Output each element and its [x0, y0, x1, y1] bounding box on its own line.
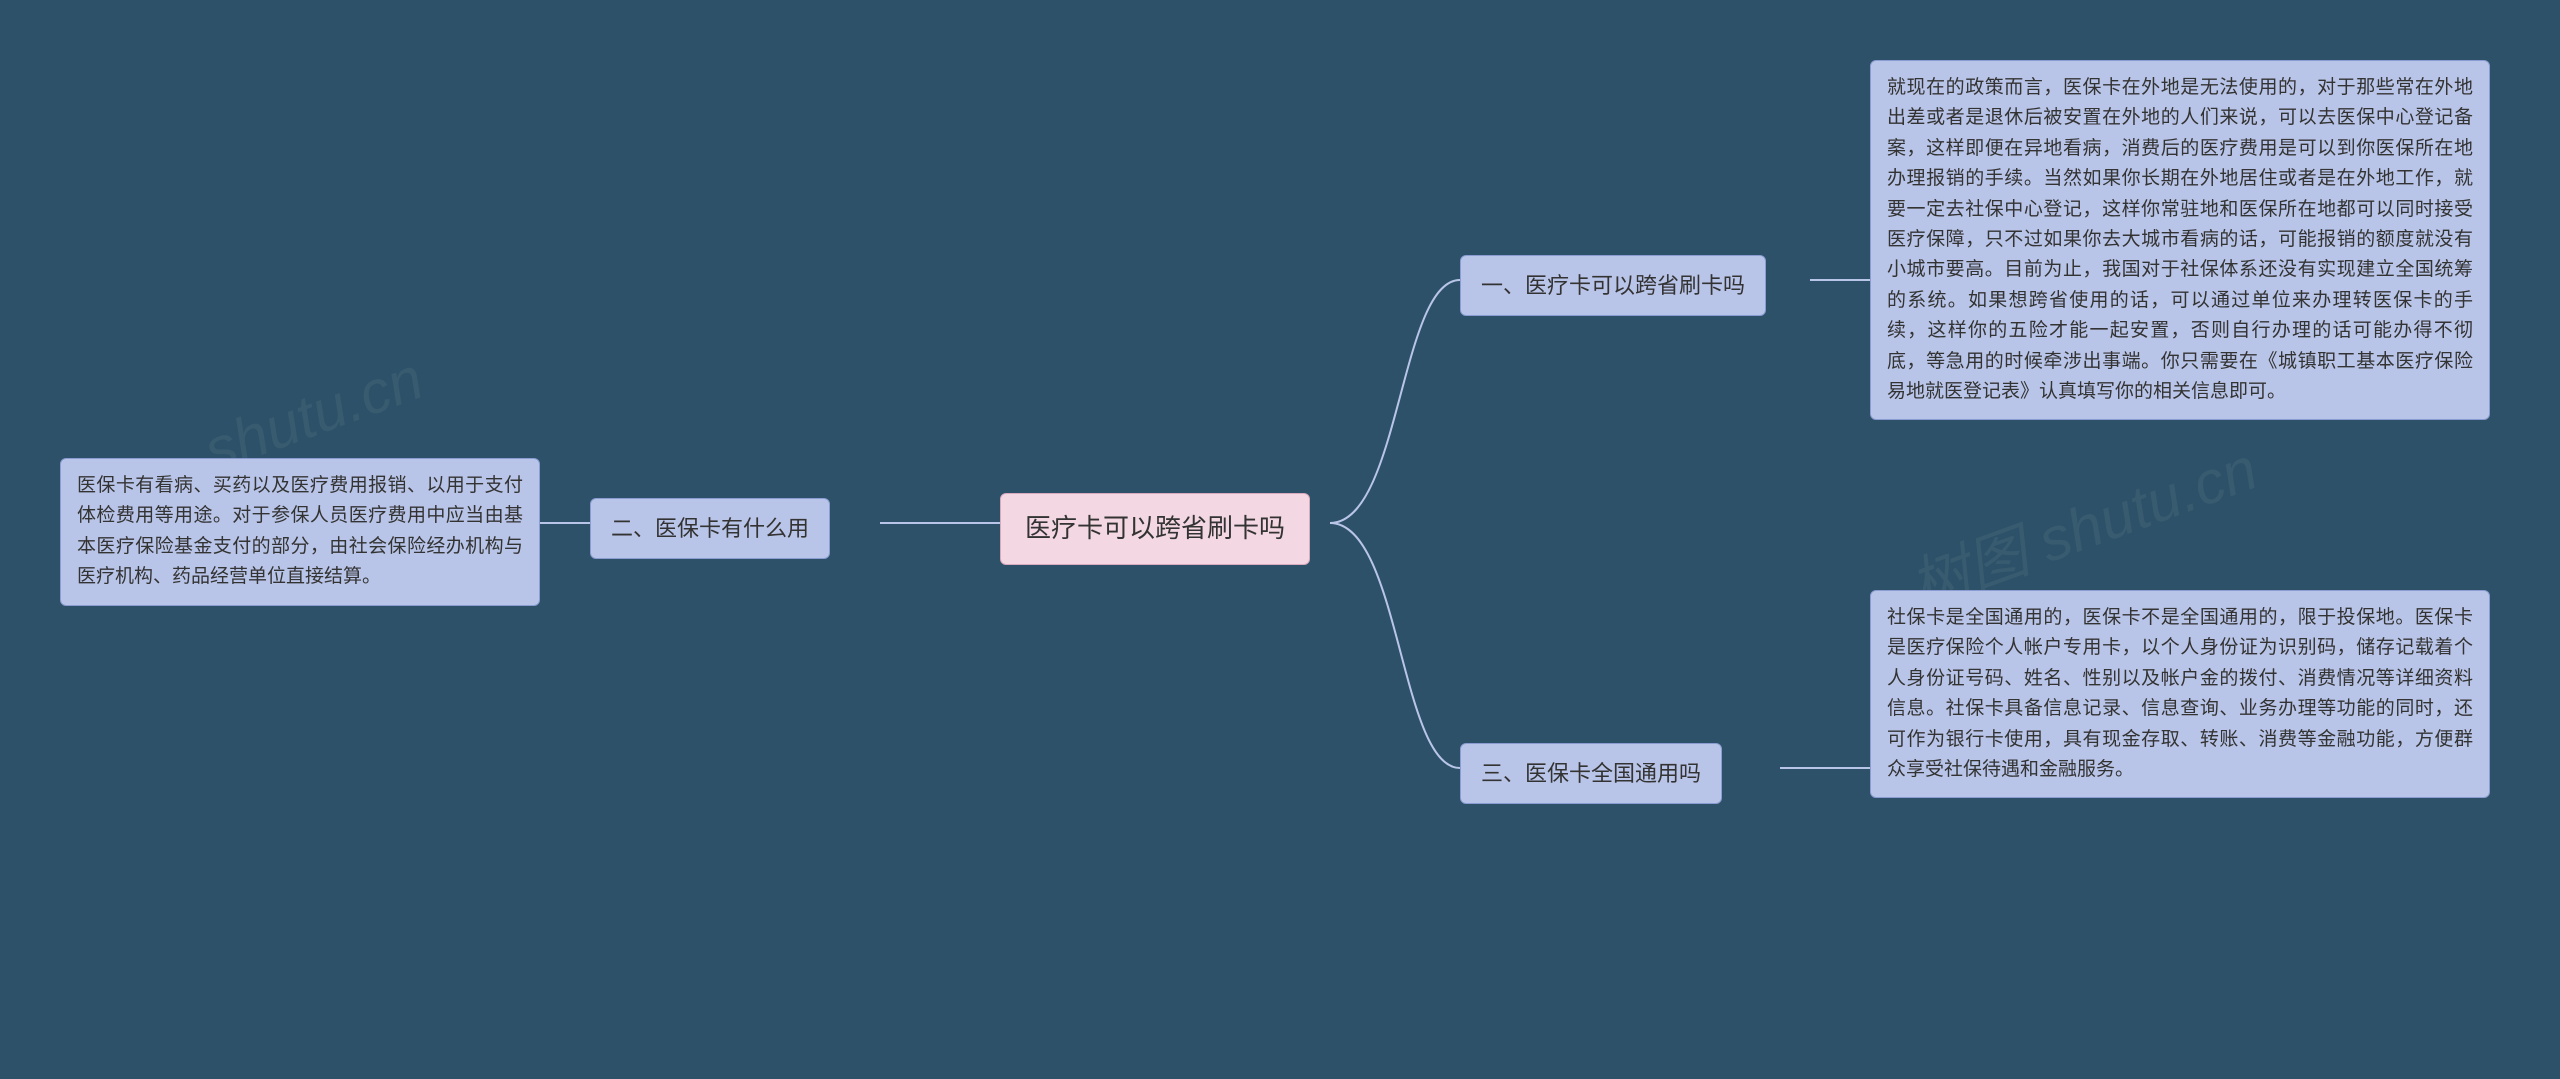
- leaf-left[interactable]: 医保卡有看病、买药以及医疗费用报销、以用于支付体检费用等用途。对于参保人员医疗费…: [60, 458, 540, 606]
- leaf-right-1[interactable]: 就现在的政策而言，医保卡在外地是无法使用的，对于那些常在外地出差或者是退休后被安…: [1870, 60, 2490, 420]
- branch-right-1[interactable]: 一、医疗卡可以跨省刷卡吗: [1460, 255, 1766, 316]
- central-node[interactable]: 医疗卡可以跨省刷卡吗: [1000, 493, 1310, 565]
- branch-left[interactable]: 二、医保卡有什么用: [590, 498, 830, 559]
- branch-right-3[interactable]: 三、医保卡全国通用吗: [1460, 743, 1722, 804]
- leaf-right-3[interactable]: 社保卡是全国通用的，医保卡不是全国通用的，限于投保地。医保卡是医疗保险个人帐户专…: [1870, 590, 2490, 798]
